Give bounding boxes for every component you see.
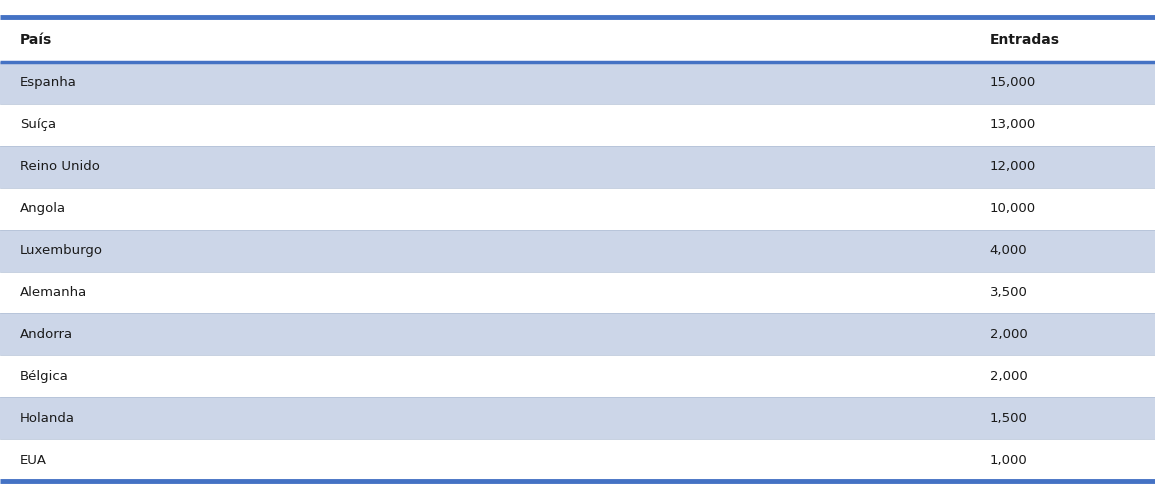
Text: País: País [20, 33, 52, 47]
Bar [0, 62, 1155, 104]
Text: EUA: EUA [20, 454, 46, 467]
Text: Entradas: Entradas [990, 33, 1060, 47]
Bar [0, 439, 1155, 481]
Text: Suíça: Suíça [20, 119, 55, 131]
Bar [0, 397, 1155, 439]
Text: 13,000: 13,000 [990, 119, 1036, 131]
Text: 1,500: 1,500 [990, 412, 1028, 425]
Bar [0, 230, 1155, 272]
Text: 3,500: 3,500 [990, 286, 1028, 299]
Bar [0, 146, 1155, 188]
Bar [0, 313, 1155, 355]
Bar [0, 104, 1155, 146]
Text: 12,000: 12,000 [990, 160, 1036, 173]
Text: 10,000: 10,000 [990, 202, 1036, 215]
Text: Espanha: Espanha [20, 76, 76, 89]
Text: 15,000: 15,000 [990, 76, 1036, 89]
Bar [0, 17, 1155, 62]
Bar [0, 355, 1155, 397]
Text: Alemanha: Alemanha [20, 286, 87, 299]
Text: 1,000: 1,000 [990, 454, 1028, 467]
Text: Angola: Angola [20, 202, 66, 215]
Text: Reino Unido: Reino Unido [20, 160, 99, 173]
Text: 2,000: 2,000 [990, 328, 1028, 341]
Text: Andorra: Andorra [20, 328, 73, 341]
Text: Bélgica: Bélgica [20, 370, 68, 383]
Bar [0, 187, 1155, 230]
Text: 2,000: 2,000 [990, 370, 1028, 383]
Bar [0, 272, 1155, 313]
Text: Luxemburgo: Luxemburgo [20, 244, 103, 257]
Text: Holanda: Holanda [20, 412, 75, 425]
Text: 4,000: 4,000 [990, 244, 1028, 257]
